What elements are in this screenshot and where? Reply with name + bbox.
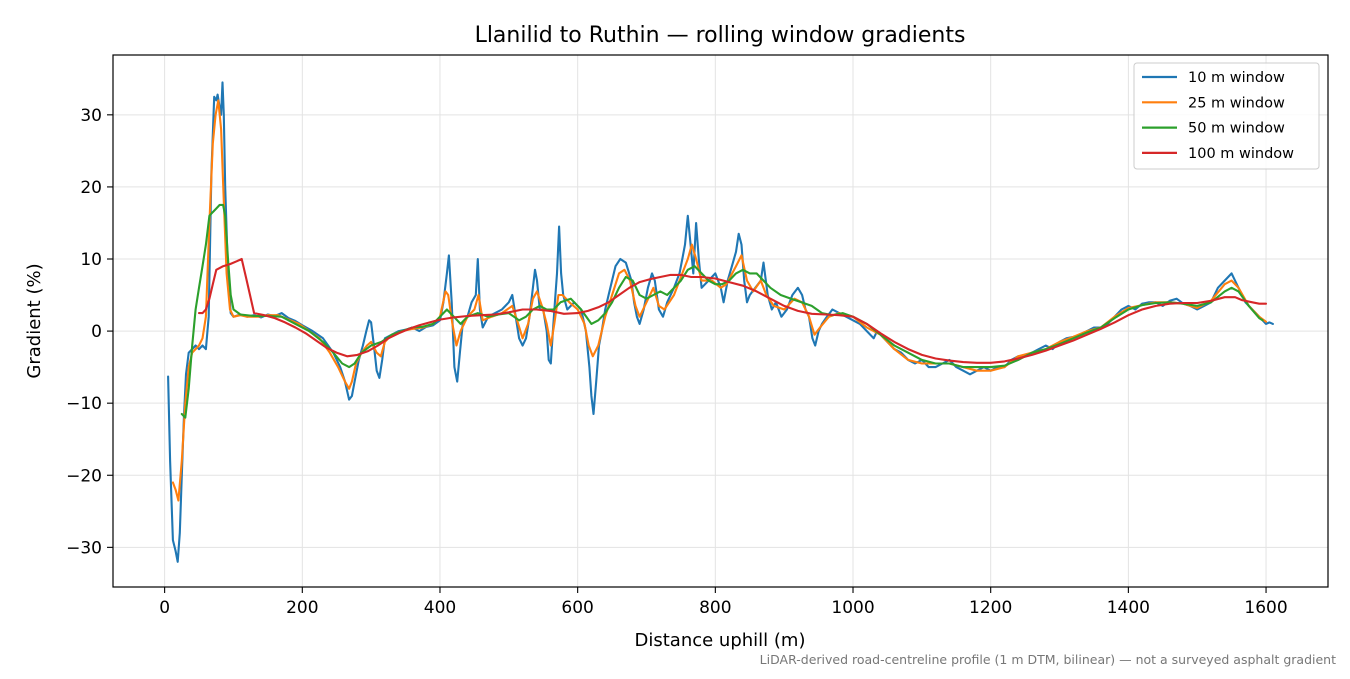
x-tick-label: 1200: [969, 598, 1012, 618]
series-layer: [167, 81, 1274, 563]
x-tick-label: 600: [561, 598, 593, 618]
x-axis-ticks: 0 200 400 600 800 1000 1200 1400 1600: [159, 587, 1288, 618]
y-tick-label: −30: [66, 538, 102, 558]
x-tick-label: 1600: [1244, 598, 1287, 618]
y-axis-label: Gradient (%): [24, 263, 45, 378]
footnote: LiDAR-derived road-centreline profile (1…: [759, 652, 1336, 667]
legend-items: 10 m window 25 m window 50 m window 100 m w…: [1142, 70, 1294, 162]
series-line-4: [197, 257, 1268, 364]
grid: [113, 55, 1328, 587]
x-tick-label: 1000: [831, 598, 874, 618]
legend-box: [1133, 62, 1320, 170]
series-line-2: [171, 99, 1268, 502]
y-tick-label: −20: [66, 466, 102, 486]
y-tick-label: −10: [66, 394, 102, 414]
legend: 10 m window 25 m window 50 m window 100 m w…: [1133, 62, 1320, 170]
y-tick-label: 10: [80, 250, 102, 270]
chart-title: Llanilid to Ruthin — rolling window grad…: [475, 23, 966, 48]
x-tick-label: 400: [424, 598, 456, 618]
x-axis-label: Distance uphill (m): [635, 630, 806, 651]
plot-frame: [112, 54, 1329, 588]
y-tick-label: 30: [80, 106, 102, 126]
legend-label: 25 m window: [1188, 95, 1285, 111]
y-tick-label: 20: [80, 178, 102, 198]
x-tick-label: 800: [699, 598, 731, 618]
x-tick-label: 200: [286, 598, 318, 618]
legend-label: 100 m window: [1188, 146, 1294, 162]
series-line-3: [180, 203, 1264, 419]
y-axis-ticks: −30 −20 −10 0 10 20 30: [66, 106, 113, 558]
x-tick-label: 0: [159, 598, 170, 618]
legend-label: 50 m window: [1188, 121, 1285, 137]
y-tick-label: 0: [91, 322, 102, 342]
x-tick-label: 1400: [1107, 598, 1150, 618]
legend-label: 10 m window: [1188, 70, 1285, 86]
